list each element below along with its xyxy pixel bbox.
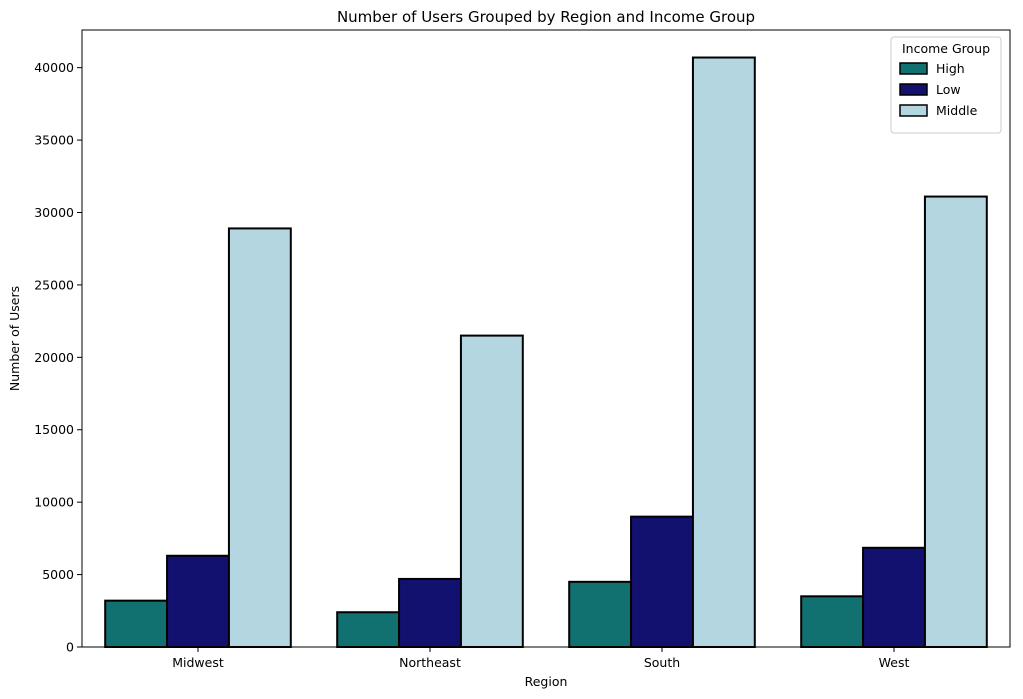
bar-midwest-middle [227,227,292,648]
x-tick-label: West [879,655,910,670]
bar-northeast-middle [459,334,524,648]
x-tick-label: Midwest [172,655,224,670]
bar-south-high [568,580,633,648]
legend-label-middle: Middle [936,103,978,118]
y-tick-label: 15000 [34,422,74,437]
legend-swatch-high [899,62,928,75]
y-tick-label: 5000 [42,567,74,582]
bar-midwest-high [104,599,169,649]
y-tick-label: 30000 [34,205,74,220]
y-tick-label: 40000 [34,60,74,75]
bar-west-high [800,595,865,648]
x-tick-label: Northeast [399,655,461,670]
legend-items: High Low Middle [899,61,978,118]
legend-title: Income Group [902,41,990,56]
legend-swatch-middle [899,104,928,117]
chart-title: Number of Users Grouped by Region and In… [337,8,755,26]
legend-label-high: High [936,61,965,76]
y-tick-label: 25000 [34,277,74,292]
x-tick-label: South [644,655,680,670]
y-tick-label: 10000 [34,495,74,510]
x-axis: Midwest Northeast South West [172,647,909,670]
x-axis-label: Region [525,674,568,689]
legend: Income Group High Low Middle [890,36,1002,134]
bar-northeast-high [336,611,401,649]
bars-group [104,56,988,649]
y-tick-label: 35000 [34,133,74,148]
y-axis: 0 5000 10000 15000 20000 25000 30000 35000 40000 [34,60,82,655]
bar-south-middle [691,56,756,648]
y-tick-label: 0 [66,640,74,655]
bar-midwest-low [166,554,230,649]
bar-west-low [862,546,926,648]
bar-northeast-low [398,577,462,649]
bar-west-middle [923,195,988,648]
legend-label-low: Low [936,82,961,97]
y-axis-label: Number of Users [7,286,22,391]
bar-south-low [630,515,694,648]
plot-area-frame [81,29,1011,648]
legend-swatch-low [899,83,928,96]
y-tick-label: 20000 [34,350,74,365]
